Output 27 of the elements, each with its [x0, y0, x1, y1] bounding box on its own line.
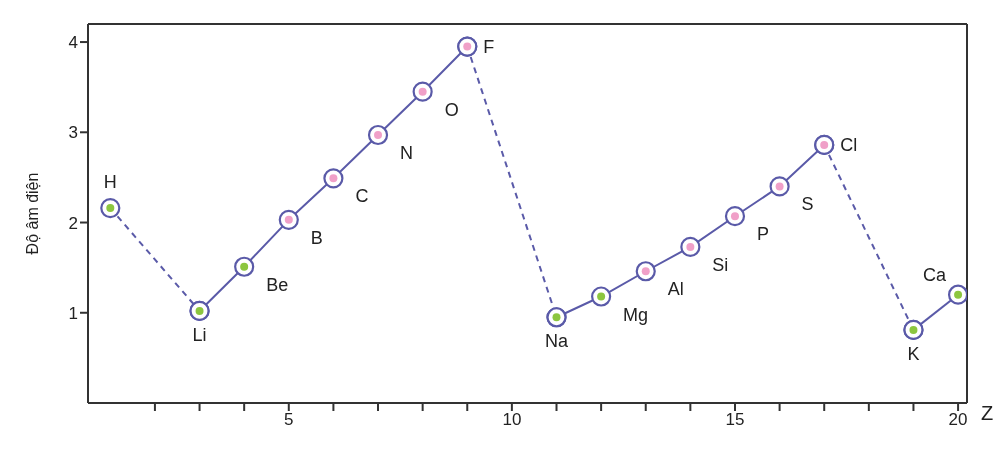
annotation: Be — [266, 274, 289, 295]
x-tick-label: 5 — [284, 410, 294, 430]
annotation: S — [801, 194, 814, 215]
y-tick-label: 4 — [68, 33, 78, 53]
annotation: C — [355, 186, 369, 207]
annotation: K — [907, 343, 920, 364]
annotation: H — [103, 172, 117, 193]
annotation: Mg — [623, 304, 649, 325]
annotation: B — [310, 227, 323, 248]
annotation: Li — [192, 324, 207, 345]
y-tick-label: 1 — [68, 303, 78, 323]
annotation: O — [444, 99, 459, 120]
annotation: F — [483, 36, 495, 57]
annotation: Si — [712, 254, 729, 275]
annotation: Ca — [923, 264, 948, 285]
annotation: P — [756, 224, 769, 245]
y-axis-title: Độ âm điện — [23, 172, 41, 255]
annotation: N — [400, 142, 414, 163]
x-axis-title: Z — [981, 402, 994, 425]
y-tick-label: 2 — [68, 213, 78, 233]
annotation: Al — [667, 279, 684, 300]
y-tick-label: 3 — [68, 123, 78, 143]
x-tick-label: 10 — [502, 410, 522, 430]
annotation: Na — [544, 331, 569, 352]
x-tick-label: 15 — [725, 410, 745, 430]
x-tick-label: 20 — [948, 410, 968, 430]
annotation: Cl — [840, 134, 858, 155]
